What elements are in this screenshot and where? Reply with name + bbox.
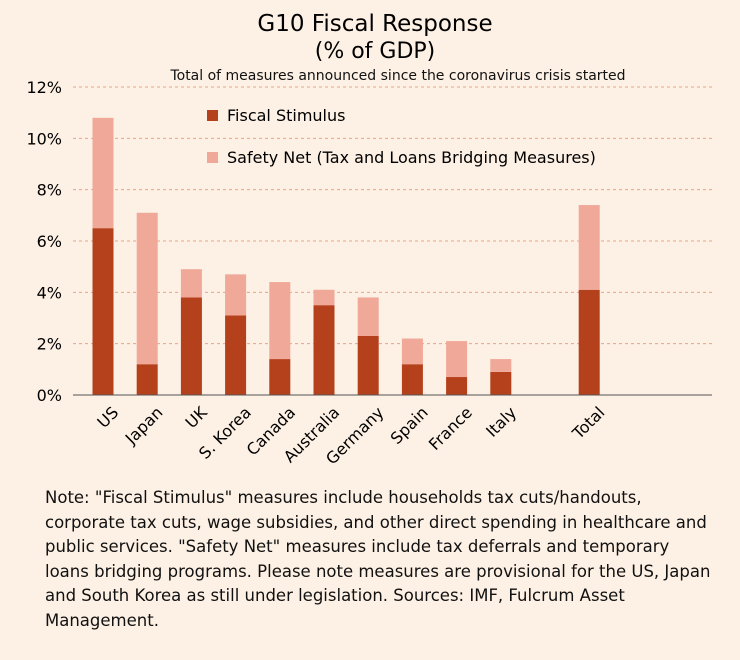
chart-subtitle: Total of measures announced since the co… [169, 68, 625, 84]
bar-safety-net [313, 289, 335, 306]
x-tick-label: UK [182, 403, 211, 432]
bar-fiscal-stimulus [269, 359, 291, 395]
x-tick-label: Japan [121, 403, 167, 449]
legend-label-safety-net: Safety Net (Tax and Loans Bridging Measu… [227, 148, 596, 167]
y-tick-label: 10% [26, 129, 62, 148]
chart-title-unit: (% of GDP) [315, 39, 436, 64]
bar-fiscal-stimulus [180, 297, 202, 395]
bar-safety-net [225, 274, 247, 316]
y-tick-label: 8% [37, 181, 62, 200]
bar-safety-net [490, 359, 512, 372]
bar-safety-net [578, 205, 600, 290]
y-tick-label: 6% [37, 232, 62, 251]
bar-fiscal-stimulus [578, 289, 600, 395]
bar-safety-net [136, 212, 158, 365]
legend-swatch-safety-net [207, 152, 218, 163]
y-axis-ticks: 0% 2% 4% 6% 8% 10% 12% [26, 78, 62, 405]
bar-safety-net [446, 341, 468, 378]
bar-safety-net [357, 297, 379, 336]
bar-fiscal-stimulus [313, 305, 335, 395]
y-tick-label: 12% [26, 78, 62, 97]
bar-safety-net [269, 282, 291, 360]
chart-title: G10 Fiscal Response [257, 11, 492, 37]
legend: Fiscal Stimulus Safety Net (Tax and Loans… [207, 106, 596, 167]
bar-fiscal-stimulus [357, 335, 379, 395]
bars [92, 117, 600, 395]
bar-fiscal-stimulus [490, 371, 512, 395]
chart: G10 Fiscal Response (% of GDP) Total of … [26, 11, 712, 469]
y-tick-label: 0% [37, 386, 62, 405]
x-tick-label: France [425, 403, 476, 454]
bar-fiscal-stimulus [225, 315, 247, 395]
x-tick-label: Italy [482, 403, 520, 441]
bar-safety-net [401, 338, 423, 365]
bar-safety-net [180, 269, 202, 298]
x-tick-label: US [93, 403, 122, 432]
bar-fiscal-stimulus [446, 377, 468, 395]
x-tick-label: Total [568, 403, 609, 444]
y-tick-label: 2% [37, 335, 62, 354]
bar-fiscal-stimulus [401, 364, 423, 395]
bar-fiscal-stimulus [92, 228, 114, 395]
gridlines [73, 86, 712, 345]
chart-note: Note: "Fiscal Stimulus" measures include… [45, 488, 711, 630]
legend-label-fiscal-stimulus: Fiscal Stimulus [227, 106, 345, 125]
y-tick-label: 4% [37, 283, 62, 302]
bar-fiscal-stimulus [136, 364, 158, 395]
legend-swatch-fiscal-stimulus [207, 110, 218, 121]
bar-safety-net [92, 117, 114, 229]
